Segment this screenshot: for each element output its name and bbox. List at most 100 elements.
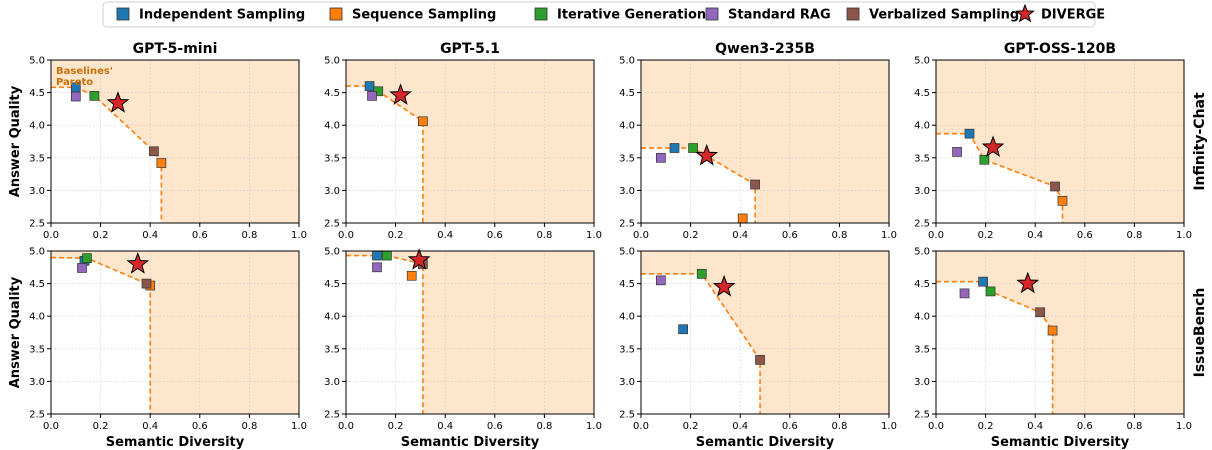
x-tick-label: 0.4 [732, 230, 748, 241]
axes-frame [50, 59, 300, 224]
panel-issuebench-qwen3-235b: 0.0 0.2 0.4 0.6 0.8 1.0 2.5 3.0 3.5 4.0 4.5 5.0 Sema… [619, 247, 897, 450]
x-tick-label: 1.0 [586, 230, 602, 241]
y-tick-label: 2.5 [914, 219, 930, 230]
point-independent-sampling [678, 324, 689, 335]
point-diverge [1016, 271, 1040, 294]
x-tick-label: 0.6 [192, 230, 208, 241]
pareto-frontier-line [346, 254, 424, 414]
square-icon [846, 7, 860, 21]
pareto-annotation: Baselines' Pareto [56, 66, 113, 88]
axes-frame [50, 250, 300, 415]
legend-entry-iterative-generation: Iterative Generation [534, 8, 706, 23]
point-verbalized-sampling [141, 278, 152, 289]
legend-label: DIVERGE [1041, 8, 1105, 23]
point-independent-sampling [669, 143, 680, 153]
point-sequence-sampling [737, 213, 748, 224]
square-icon [329, 7, 343, 21]
point-diverge [389, 83, 412, 105]
y-tick-label: 3.5 [324, 153, 340, 164]
x-tick-label: 1.0 [881, 230, 897, 241]
x-tick-label: 0.6 [487, 230, 503, 241]
legend-label: Independent Sampling [139, 8, 305, 23]
star-icon [1015, 3, 1035, 23]
x-tick-label: 0.0 [633, 230, 649, 241]
pareto-frontier-line [936, 132, 1064, 223]
x-tick-label: 0.2 [978, 230, 994, 241]
axes-frame [640, 250, 890, 415]
x-axis-label: Semantic Diversity [991, 435, 1130, 450]
y-tick-label: 3.5 [619, 153, 635, 164]
panel-issuebench-gpt-5-mini: 0.0 0.2 0.4 0.6 0.8 1.0 2.5 3.0 3.5 4.0 4.5 5.0 Sema… [8, 247, 307, 450]
y-tick-label: 4.5 [29, 88, 45, 99]
y-tick-label: 2.5 [29, 219, 45, 230]
panels: 0.0 0.2 0.4 0.6 0.8 1.0 2.5 3.0 3.5 4.0 4.5 5.0 GPT-… [8, 41, 1208, 450]
x-tick-label: 0.6 [782, 421, 798, 432]
legend: Independent Sampling Sequence Sampling Ite… [102, 1, 1105, 28]
axes-frame [345, 250, 595, 415]
y-tick-label: 5.0 [324, 56, 340, 67]
y-tick-label: 3.5 [29, 344, 45, 355]
y-axis-label: Answer Quality [8, 276, 23, 388]
x-tick-label: 0.8 [241, 230, 257, 241]
x-tick-label: 0.4 [142, 421, 158, 432]
y-tick-label: 4.0 [29, 121, 45, 132]
point-independent-sampling [372, 250, 382, 261]
x-tick-label: 0.0 [338, 421, 354, 432]
point-verbalized-sampling [149, 146, 159, 157]
point-verbalized-sampling [755, 355, 765, 365]
y-tick-label: 4.5 [324, 279, 340, 290]
x-tick-label: 0.8 [536, 421, 552, 432]
x-tick-label: 1.0 [291, 421, 307, 432]
panel-infinity-chat-qwen3-235b: 0.0 0.2 0.4 0.6 0.8 1.0 2.5 3.0 3.5 4.0 4.5 5.0 Qwen… [619, 41, 897, 241]
x-axis-label: Semantic Diversity [106, 435, 245, 450]
pareto-shaded-region [51, 251, 299, 414]
legend-entry-independent-sampling: Independent Sampling [116, 8, 305, 23]
square-icon [705, 7, 719, 21]
y-tick-label: 4.0 [619, 121, 635, 132]
y-tick-label: 4.5 [914, 88, 930, 99]
x-tick-label: 0.6 [487, 421, 503, 432]
x-tick-label: 0.8 [1126, 230, 1142, 241]
y-tick-label: 3.0 [914, 377, 930, 388]
point-independent-sampling [978, 276, 988, 287]
y-tick-label: 3.0 [324, 377, 340, 388]
panel-infinity-chat-gpt-oss-120b: 0.0 0.2 0.4 0.6 0.8 1.0 2.5 3.0 3.5 4.0 4.5 5.0 GPT-… [914, 41, 1208, 241]
point-iterative-generation [89, 91, 100, 101]
point-iterative-generation [696, 268, 707, 279]
x-tick-label: 0.8 [1126, 421, 1142, 432]
y-tick-label: 4.5 [619, 88, 635, 99]
point-standard-rag [952, 147, 962, 157]
x-tick-label: 0.2 [388, 421, 404, 432]
x-tick-label: 0.4 [732, 421, 748, 432]
pareto-shaded-region [641, 251, 889, 414]
y-tick-label: 3.5 [914, 153, 930, 164]
point-sequence-sampling [406, 270, 417, 281]
x-tick-label: 0.0 [928, 230, 944, 241]
y-tick-label: 4.0 [914, 121, 930, 132]
point-standard-rag [77, 263, 87, 273]
point-verbalized-sampling [1050, 181, 1060, 192]
point-standard-rag [959, 288, 970, 299]
point-sequence-sampling [156, 158, 167, 168]
point-independent-sampling [964, 128, 975, 139]
y-tick-label: 2.5 [619, 219, 635, 230]
point-iterative-generation [979, 154, 990, 165]
y-tick-label: 5.0 [29, 56, 45, 67]
point-standard-rag [367, 91, 377, 101]
x-axis-label: Semantic Diversity [696, 435, 835, 450]
point-diverge [712, 274, 736, 297]
point-iterative-generation [82, 253, 92, 264]
y-tick-label: 2.5 [324, 410, 340, 421]
y-tick-label: 3.0 [29, 377, 45, 388]
row-label: IssueBench [1192, 288, 1208, 378]
y-tick-label: 4.0 [29, 312, 45, 323]
x-tick-label: 0.2 [93, 230, 109, 241]
x-tick-label: 0.8 [831, 230, 847, 241]
x-tick-label: 0.2 [388, 230, 404, 241]
pareto-frontier-line [641, 273, 761, 414]
y-tick-label: 5.0 [914, 56, 930, 67]
pareto-shaded-region [936, 251, 1184, 414]
point-independent-sampling [364, 81, 375, 91]
y-tick-label: 4.5 [324, 88, 340, 99]
